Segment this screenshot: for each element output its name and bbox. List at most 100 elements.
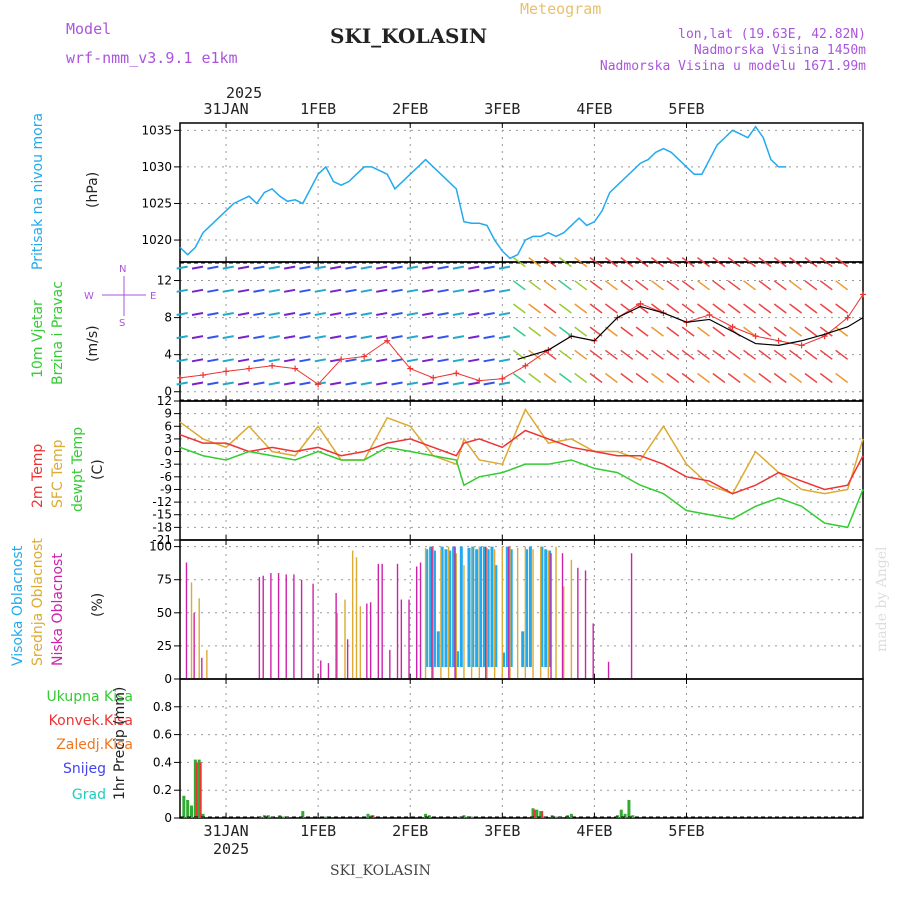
wind-barb (314, 358, 326, 363)
wind-barb (743, 372, 757, 384)
bottom-day-label: 5FEB (668, 822, 704, 840)
wind-barb (483, 265, 495, 270)
wind-barb (604, 303, 618, 314)
wind-speed-marker (246, 365, 253, 372)
total-precip-bar (190, 805, 194, 818)
y-tick-label: 0.8 (153, 700, 172, 714)
y-tick-label: 8 (164, 311, 172, 325)
wind-barb (314, 265, 326, 270)
y-tick-label: 100 (149, 540, 172, 554)
wind-barb (835, 372, 849, 384)
wind-speed-marker (860, 291, 866, 298)
y-tick-label: 3 (164, 432, 172, 446)
wind-barb (360, 381, 373, 386)
wind-barb (574, 280, 588, 291)
wind-speed-marker (200, 372, 207, 379)
wind-barb (176, 311, 188, 316)
y-tick-label: 1025 (141, 196, 172, 210)
wind-speed-marker (315, 381, 322, 388)
wind-barb (253, 381, 265, 386)
wind-barb (406, 358, 419, 363)
wind-barb (268, 311, 280, 316)
footer-station: SKI_KOLASIN (330, 863, 431, 879)
model-value: wrf-nmm_v3.9.1 e1km (66, 49, 238, 67)
wind-barb (543, 257, 557, 268)
bottom-day-label: 4FEB (576, 822, 612, 840)
station-title: SKI_KOLASIN (330, 24, 487, 48)
wind-barb (558, 280, 572, 291)
wind-barb (773, 349, 787, 360)
temp-2m-line (179, 429, 864, 495)
wind-barb (635, 372, 649, 384)
wind-barb (452, 358, 465, 363)
y-tick-label: 75 (157, 573, 172, 587)
wind-barb (528, 372, 542, 384)
wind-barb (299, 381, 311, 386)
precip-unit: 1hr Precip (mm) (112, 687, 128, 800)
wind-speed-marker (292, 365, 299, 372)
high-cloud-bar (548, 550, 552, 667)
wind-barb (191, 381, 204, 386)
y-tick-label: 9 (164, 407, 172, 421)
wind-barb (574, 257, 588, 268)
wind-barb (329, 311, 342, 316)
wind-barb (819, 326, 833, 337)
compass-w: W (84, 291, 94, 302)
elevation-label: Nadmorska Visina 1450m (694, 43, 866, 58)
y-tick-label: -9 (160, 482, 172, 496)
wind-barb (758, 326, 772, 337)
wind-barb (681, 372, 695, 384)
precip-freezing-label: Zaledj.Kisa (56, 737, 133, 753)
wind-barb (360, 288, 373, 293)
precip-total-label: Ukupna Kisa (46, 689, 133, 705)
high-cloud-bar (482, 546, 486, 667)
wind-barb (512, 326, 526, 337)
total-precip-bar (424, 813, 428, 818)
wind-barb (773, 303, 787, 314)
wind-barb (483, 335, 495, 340)
wind-barb (712, 257, 726, 268)
total-precip-bar (197, 759, 201, 818)
temp-unit: (C) (90, 459, 106, 480)
wind-barb (268, 288, 280, 293)
wind-barb (819, 280, 833, 291)
wind-compass: W E N S (84, 264, 156, 329)
wind-barb (253, 311, 265, 316)
wind-barb (543, 280, 557, 291)
wind-barb (666, 372, 680, 384)
total-precip-bar (554, 816, 558, 818)
wind-barb (299, 265, 311, 270)
top-day-label: 2FEB (392, 100, 428, 118)
wind-barb (574, 326, 588, 337)
cloud-high-label: Visoka Oblacnost (10, 545, 26, 666)
conv-precip-bar (195, 762, 198, 818)
y-tick-label: 0.2 (153, 783, 172, 797)
high-cloud-bar (455, 651, 459, 667)
wind-barb (422, 381, 434, 386)
wind-speed-marker (430, 374, 437, 381)
wind-barb (835, 257, 849, 268)
y-tick-label: -3 (160, 457, 172, 471)
wind-barb (283, 311, 296, 316)
high-cloud-bar (432, 550, 436, 667)
y-tick-label: 1030 (141, 160, 172, 174)
wind-barb (437, 288, 449, 293)
bottom-day-labels: 31JAN 1FEB 2FEB 3FEB 4FEB 5FEB (203, 822, 704, 840)
wind-barb (804, 372, 818, 384)
wind-barb (620, 326, 634, 337)
wind-barb (635, 257, 649, 268)
wind-barb (329, 381, 342, 386)
wind-barb (391, 381, 403, 386)
wind-speed-line (179, 294, 864, 385)
top-day-labels: 31JAN 1FEB 2FEB 3FEB 4FEB 5FEB (203, 100, 704, 118)
wind-barb (498, 265, 511, 270)
wind-gust-line (517, 305, 864, 360)
wind-barb (697, 280, 710, 291)
total-precip-bar (182, 795, 186, 818)
wind-speed-marker (407, 365, 414, 372)
wind-speed-marker (775, 337, 782, 344)
wind-barb (283, 335, 296, 340)
meteogram-label: Meteogram (520, 0, 601, 18)
wind-barb (773, 257, 787, 268)
wind-barb (283, 358, 296, 363)
